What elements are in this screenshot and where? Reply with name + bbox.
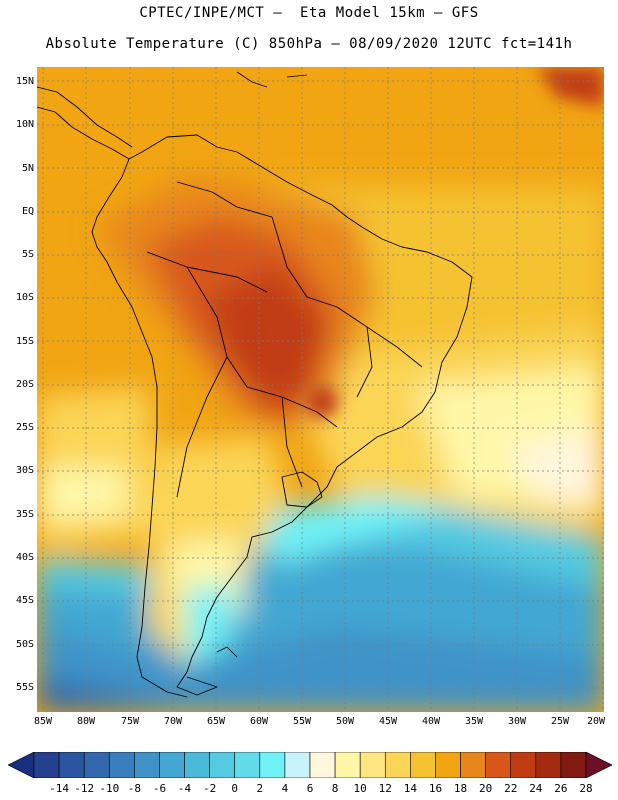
colorbar-label: 10 bbox=[353, 782, 367, 795]
lat-label: 15N bbox=[15, 76, 34, 87]
lon-label: 45W bbox=[378, 716, 398, 727]
lat-label: 15S bbox=[15, 336, 34, 347]
colorbar-swatch bbox=[184, 752, 210, 778]
colorbar-swatch bbox=[108, 752, 135, 778]
lon-label: 20W bbox=[586, 716, 606, 727]
lon-label: 55W bbox=[292, 716, 312, 727]
colorbar-under-triangle bbox=[8, 752, 35, 778]
colorbar-label: 8 bbox=[331, 782, 339, 795]
colorbar-swatch bbox=[33, 752, 60, 778]
lat-label: 20S bbox=[15, 379, 34, 390]
colorbar-label: 24 bbox=[529, 782, 543, 795]
colorbar-label: 2 bbox=[256, 782, 264, 795]
lat-label: 45S bbox=[15, 595, 34, 606]
colorbar-swatch bbox=[410, 752, 436, 778]
colorbar-swatch bbox=[334, 752, 361, 778]
temperature-map bbox=[37, 67, 604, 712]
colorbar-swatch bbox=[435, 752, 461, 778]
colorbar-swatch bbox=[234, 752, 261, 778]
lat-label: 30S bbox=[15, 465, 34, 476]
colorbar-label: 12 bbox=[378, 782, 392, 795]
lon-label: 40W bbox=[421, 716, 441, 727]
lat-label: 5N bbox=[21, 163, 34, 174]
lon-label: 65W bbox=[206, 716, 226, 727]
colorbar-label: 0 bbox=[231, 782, 239, 795]
colorbar-label: 18 bbox=[453, 782, 468, 795]
lat-label: 10N bbox=[15, 119, 34, 130]
map-title-line-1: CPTEC/INPE/MCT – Eta Model 15km – GFS bbox=[139, 5, 479, 21]
colorbar-label: -12 bbox=[74, 782, 95, 795]
colorbar-over-triangle bbox=[585, 752, 612, 778]
islands bbox=[216, 71, 308, 658]
colorbar-swatch bbox=[560, 752, 587, 778]
colorbar-swatch bbox=[134, 752, 160, 778]
colorbar-swatch bbox=[309, 752, 336, 778]
lon-label: 75W bbox=[120, 716, 140, 727]
colorbar-swatch bbox=[359, 752, 386, 778]
colorbar-swatch bbox=[83, 752, 110, 778]
colorbar-swatch bbox=[384, 752, 411, 778]
lon-label: 60W bbox=[249, 716, 269, 727]
map-title-line-2: Absolute Temperature (C) 850hPa – 08/09/… bbox=[45, 36, 573, 52]
colorbar-label: 6 bbox=[306, 782, 314, 795]
lat-label: 5S bbox=[21, 249, 34, 260]
colorbar-label: 14 bbox=[403, 782, 417, 795]
lat-label: 25S bbox=[15, 422, 34, 433]
colorbar-swatch bbox=[58, 752, 85, 778]
lat-label: 50S bbox=[15, 639, 34, 650]
colorbar-label: 26 bbox=[554, 782, 568, 795]
colorbar-swatch bbox=[209, 752, 236, 778]
lat-label: 35S bbox=[15, 509, 34, 520]
lon-label: 70W bbox=[163, 716, 183, 727]
colorbar-swatch bbox=[460, 752, 486, 778]
colorbar-label: -6 bbox=[152, 782, 167, 795]
colorbar-swatch bbox=[259, 752, 286, 778]
colorbar-label: -10 bbox=[99, 782, 120, 795]
lon-label: 30W bbox=[507, 716, 527, 727]
colorbar-swatch bbox=[510, 752, 537, 778]
colorbar-label: -8 bbox=[127, 782, 141, 795]
lon-label: 50W bbox=[335, 716, 355, 727]
temperature-field bbox=[37, 67, 604, 712]
colorbar-label: -14 bbox=[49, 782, 70, 795]
colorbar-swatch bbox=[535, 752, 562, 778]
lat-label: EQ bbox=[21, 206, 34, 217]
lon-label: 80W bbox=[76, 716, 96, 727]
colorbar-label: 22 bbox=[504, 782, 518, 795]
lat-label: 55S bbox=[15, 682, 34, 693]
lon-label: 35W bbox=[464, 716, 484, 727]
lat-label: 40S bbox=[15, 552, 34, 563]
coastlines-borders bbox=[37, 86, 473, 698]
lat-label: 10S bbox=[15, 292, 34, 303]
colorbar-label: 20 bbox=[479, 782, 493, 795]
colorbar-swatch bbox=[485, 752, 512, 778]
colorbar-label: -4 bbox=[177, 782, 192, 795]
colorbar-swatch bbox=[159, 752, 185, 778]
colorbar-label: 28 bbox=[579, 782, 593, 795]
colorbar-swatch bbox=[284, 752, 311, 778]
lon-label: 85W bbox=[33, 716, 53, 727]
colorbar-label: -2 bbox=[203, 782, 217, 795]
color-scale-bar bbox=[8, 752, 612, 778]
lon-label: 25W bbox=[550, 716, 570, 727]
colorbar-label: 4 bbox=[281, 782, 289, 795]
colorbar-label: 16 bbox=[428, 782, 443, 795]
